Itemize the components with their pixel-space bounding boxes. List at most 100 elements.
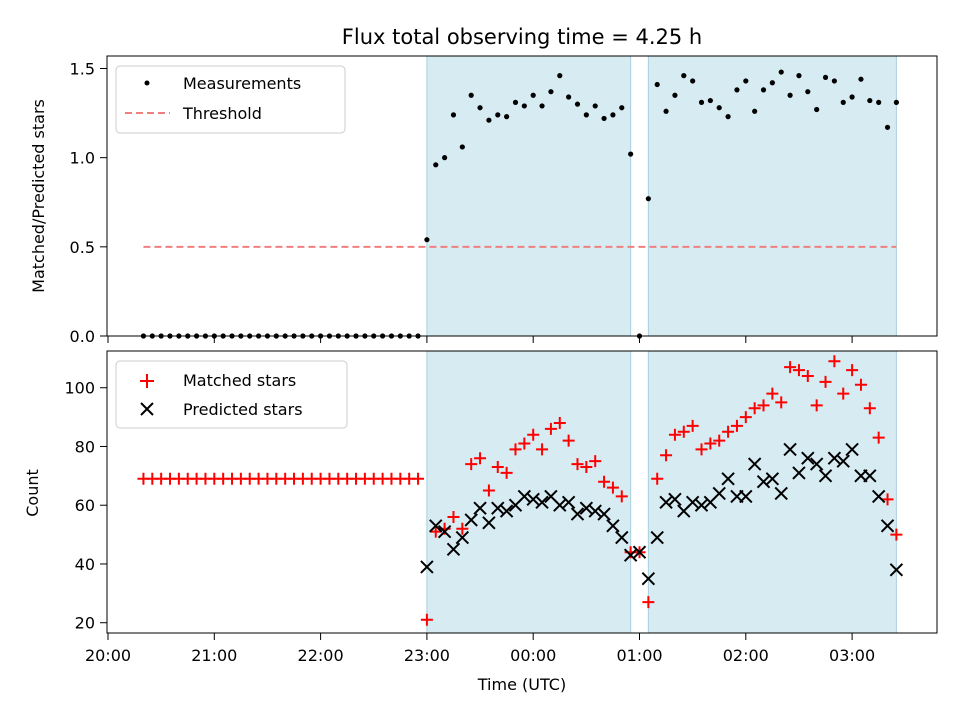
predicted-star-point [694, 498, 709, 512]
measurement-point [477, 105, 483, 111]
predicted-star-point [818, 469, 833, 483]
measurement-point [831, 78, 837, 84]
predicted-star-point [526, 492, 540, 507]
matched-star-point [784, 361, 797, 374]
measurement-point [752, 108, 758, 114]
bottom-legend-box [115, 360, 348, 429]
x-tick-label: 00:00 [510, 646, 556, 665]
matched-star-point [792, 364, 805, 377]
top-panel: 0.0 0.5 1.0 1.5 Matched/Predicted stars Mea… [29, 55, 938, 346]
predicted-star-point [446, 542, 461, 556]
matched-star-point [766, 387, 779, 400]
matched-star-point [589, 455, 602, 468]
x-tick-label: 02:00 [723, 646, 769, 665]
measurement-point [778, 69, 784, 75]
bottom-legend: Matched stars Predicted stars [115, 360, 348, 429]
matched-star-point [456, 522, 469, 535]
predicted-star-point [880, 519, 895, 533]
matched-star-point [722, 425, 735, 438]
measurement-point [450, 112, 457, 118]
measurement-point [512, 99, 519, 105]
matched-star-point [482, 484, 495, 497]
measurement-point [822, 74, 829, 81]
measurement-point [548, 89, 554, 95]
matched-star-point [881, 493, 894, 506]
top-y-ticks: 0.0 0.5 1.0 1.5 [70, 59, 107, 346]
top-axes-frame [106, 55, 938, 337]
measurement-point [574, 101, 581, 107]
top-shaded-regions [426, 55, 897, 337]
matched-star-point [518, 437, 531, 450]
predicted-star-point [863, 469, 877, 483]
measurement-point [858, 76, 864, 82]
predicted-star-point [499, 504, 514, 518]
matched-star-point [854, 378, 867, 391]
legend-label-threshold: Threshold [182, 104, 262, 123]
predicted-star-point [561, 495, 576, 509]
matched-star-point [837, 387, 850, 400]
matched-star-point [465, 458, 478, 471]
measurement-point [495, 112, 501, 118]
matched-star-point [642, 596, 655, 609]
measurement-point [628, 151, 634, 157]
y-tick-label: 1.0 [70, 149, 95, 168]
matched-stars-points [137, 355, 903, 626]
y-tick-label: 100 [64, 379, 95, 398]
y-tick-label: 60 [75, 496, 95, 515]
measurement-point [805, 89, 811, 95]
predicted-star-point [606, 519, 620, 533]
matched-star-point [757, 399, 770, 412]
matched-star-point [863, 402, 876, 415]
matched-star-point [828, 355, 841, 368]
measurement-point [681, 73, 687, 79]
legend-marker-measurements [144, 80, 150, 86]
matched-star-point [536, 443, 549, 456]
matched-star-point [412, 472, 425, 485]
shaded-interval-2 [647, 55, 897, 337]
measurement-point [557, 73, 563, 79]
matched-star-point [598, 475, 611, 488]
matched-star-point [704, 437, 717, 450]
x-tick-label: 01:00 [616, 646, 662, 665]
measurement-point [734, 87, 740, 93]
predicted-star-point [632, 545, 647, 559]
predicted-star-point [570, 507, 585, 521]
predicted-star-point [739, 489, 753, 504]
matched-star-point [660, 449, 673, 462]
matched-star-point [775, 396, 788, 409]
predicted-star-point [464, 513, 478, 527]
measurement-point [672, 92, 678, 98]
chart-title: Flux total observing time = 4.25 h [342, 25, 702, 49]
matched-star-point [801, 369, 814, 382]
measurement-point [876, 99, 882, 105]
predicted-star-point [712, 486, 726, 501]
measurement-point [530, 92, 536, 98]
bottom-shaded-regions [426, 350, 897, 634]
matched-star-point [474, 452, 487, 465]
predicted-star-point [615, 530, 629, 545]
predicted-star-point [597, 507, 611, 521]
matched-star-point [668, 428, 681, 441]
matched-star-point [872, 431, 885, 444]
x-tick-label: 20:00 [85, 646, 131, 665]
predicted-star-point [588, 504, 602, 518]
shaded-interval-1 [426, 55, 632, 337]
measurement-point [486, 117, 492, 123]
bottom-axes-frame [106, 350, 938, 634]
matched-star-point [739, 411, 752, 424]
matched-star-point [730, 419, 743, 432]
matched-star-point [651, 472, 664, 485]
measurement-point [619, 105, 625, 111]
matched-star-point [447, 510, 460, 523]
predicted-star-point [437, 524, 452, 539]
matched-star-point [571, 458, 584, 471]
x-tick-label: 23:00 [404, 646, 450, 665]
legend-label-matched-stars: Matched stars [183, 371, 296, 390]
predicted-star-point [756, 475, 771, 489]
predicted-star-point [491, 501, 505, 515]
top-y-axis-label: Matched/Predicted stars [29, 99, 48, 293]
measurement-point [433, 162, 439, 168]
matched-star-point [748, 402, 761, 415]
predicted-star-point [517, 489, 532, 504]
